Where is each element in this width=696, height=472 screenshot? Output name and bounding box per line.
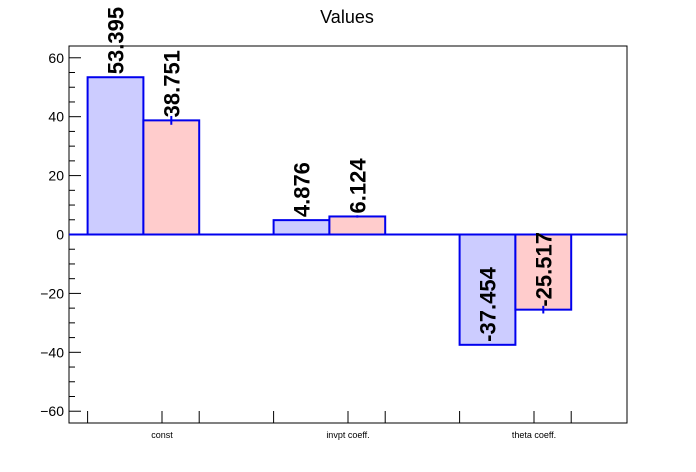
bar	[328, 215, 387, 236]
y-tick-label: −20	[40, 285, 64, 301]
data-label: -37.454	[476, 266, 501, 341]
x-category-label: invpt coeff.	[326, 430, 369, 440]
y-tick-label: 60	[48, 50, 64, 66]
y-tick-label: 0	[56, 227, 64, 243]
data-label: 53.395	[104, 7, 129, 74]
bars	[86, 76, 573, 346]
x-axis: const invpt coeff. theta coeff.	[87, 411, 572, 440]
y-tick-label: −60	[40, 403, 64, 419]
data-labels: 53.395 4.876 -37.454 38.751 6.124 -25.517	[104, 7, 557, 342]
y-tick-label: 20	[48, 168, 64, 184]
bar	[142, 119, 201, 236]
bar	[458, 233, 517, 346]
bar	[86, 76, 145, 236]
x-category-label: theta coeff.	[512, 430, 556, 440]
y-tick-label: −40	[40, 344, 64, 360]
data-label: 38.751	[159, 50, 184, 117]
chart-title: Values	[320, 7, 374, 27]
x-category-label: const	[151, 430, 173, 440]
y-tick-label: 40	[48, 109, 64, 125]
bar	[514, 233, 573, 311]
data-label: -25.517	[531, 232, 556, 307]
y-axis: −60 −40 −20 0 20 40 60	[40, 50, 81, 419]
data-label: 4.876	[290, 162, 315, 217]
data-label: 6.124	[345, 158, 370, 214]
bar	[272, 219, 331, 236]
